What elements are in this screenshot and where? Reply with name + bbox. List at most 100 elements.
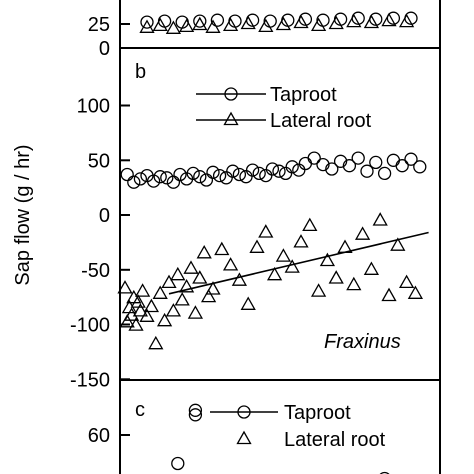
data-point-triangle: [231, 272, 248, 286]
data-point-triangle: [119, 313, 135, 328]
data-point-triangle: [205, 281, 221, 295]
y-tick-label: 0: [99, 205, 110, 227]
data-point-circle: [404, 152, 418, 166]
data-point-circle: [413, 160, 427, 174]
data-point-triangle: [148, 335, 164, 350]
data-point-circle: [259, 168, 273, 183]
data-point-triangle: [319, 252, 336, 267]
data-point-triangle: [187, 305, 204, 319]
data-point-circle: [386, 153, 401, 167]
legend-c-taproot-label: Taproot: [284, 402, 351, 424]
data-point-triangle: [284, 259, 300, 273]
data-point-triangle: [328, 270, 344, 284]
data-point-triangle: [205, 19, 221, 33]
data-point-triangle: [275, 16, 292, 31]
data-point-circle: [186, 166, 200, 181]
panel-c-y-ticks: 60: [88, 425, 130, 447]
data-point-circle: [272, 164, 286, 178]
data-point-triangle: [240, 296, 256, 310]
data-point-circle: [333, 154, 348, 168]
data-point-circle: [228, 14, 242, 28]
data-point-triangle: [214, 241, 230, 256]
data-point-circle: [157, 14, 172, 28]
data-point-circle: [333, 12, 348, 26]
data-point-circle: [120, 167, 134, 182]
data-point-circle: [199, 173, 214, 187]
y-tick-label: 0: [99, 38, 110, 60]
panel-b-y-ticks: -150 -100 -50 0 50 100: [70, 96, 130, 391]
y-tick-label: 60: [88, 425, 110, 447]
data-point-circle: [245, 163, 260, 177]
data-point-triangle: [398, 13, 415, 28]
data-point-triangle: [266, 266, 283, 281]
data-point-triangle: [139, 308, 155, 322]
data-point-triangle: [128, 317, 144, 331]
data-point-triangle: [170, 266, 186, 281]
data-point-circle: [166, 175, 181, 189]
data-point-triangle: [381, 12, 397, 27]
data-point-triangle: [354, 226, 371, 240]
data-point-triangle: [165, 303, 182, 317]
data-point-circle: [146, 174, 161, 188]
data-point-triangle: [192, 270, 208, 284]
panel-b-annotation: Fraxinus: [324, 331, 401, 353]
panel-a-marks: [139, 11, 418, 34]
y-tick-label: 25: [88, 14, 110, 36]
panel-a-y-ticks: 025: [88, 14, 130, 60]
legend-c-taproot-marker: [237, 405, 251, 419]
data-point-circle: [278, 166, 293, 181]
data-point-triangle: [328, 15, 344, 30]
y-tick-label: 50: [88, 150, 110, 172]
data-point-triangle: [152, 285, 168, 299]
data-point-circle: [377, 166, 392, 181]
data-point-circle: [239, 170, 253, 184]
data-point-triangle: [407, 285, 424, 299]
data-point-circle: [160, 171, 174, 185]
data-point-circle: [219, 171, 233, 185]
data-point-triangle: [346, 276, 362, 291]
legend-taproot-label: Taproot: [270, 84, 337, 106]
data-point-triangle: [117, 280, 133, 294]
data-point-triangle: [293, 234, 309, 248]
data-point-triangle: [275, 248, 292, 262]
y-tick-label: 100: [77, 96, 110, 118]
y-axis-label: Sap flow (g / hr): [12, 144, 34, 285]
data-point-triangle: [390, 237, 406, 251]
panel-c-label: c: [135, 399, 145, 421]
data-point-triangle: [196, 244, 212, 259]
data-point-circle: [351, 151, 365, 165]
data-point-triangle: [381, 287, 397, 302]
data-point-triangle: [143, 298, 160, 313]
legend-lateral-marker: [223, 111, 239, 126]
data-point-circle: [285, 160, 299, 174]
data-point-triangle: [310, 283, 327, 297]
data-point-circle: [133, 172, 148, 186]
data-point-circle: [265, 162, 280, 176]
data-point-triangle: [174, 292, 190, 306]
data-point-triangle: [363, 261, 380, 275]
data-point-circle: [342, 159, 357, 173]
panel-b-legend: Taproot Lateral root: [196, 84, 372, 132]
data-point-triangle: [258, 224, 274, 238]
data-point-triangle: [249, 239, 265, 253]
legend-taproot-marker: [224, 87, 238, 101]
data-point-circle: [173, 167, 187, 182]
data-point-circle: [210, 13, 225, 27]
data-point-triangle: [165, 20, 182, 34]
data-point-circle: [325, 162, 339, 176]
data-point-circle: [188, 408, 203, 422]
data-point-circle: [175, 15, 189, 29]
data-point-triangle: [134, 283, 151, 297]
data-point-triangle: [192, 16, 208, 31]
panel-c-legend: Taproot Lateral root: [210, 402, 386, 451]
data-point-circle: [226, 164, 240, 178]
data-point-circle: [140, 15, 154, 29]
data-point-circle: [188, 403, 203, 417]
y-tick-label: -50: [81, 260, 110, 282]
data-point-triangle: [178, 18, 195, 33]
panel-b-label: b: [135, 61, 146, 83]
data-point-triangle: [139, 19, 155, 33]
legend-c-lateral-label: Lateral root: [284, 429, 386, 451]
data-point-circle: [307, 151, 321, 165]
